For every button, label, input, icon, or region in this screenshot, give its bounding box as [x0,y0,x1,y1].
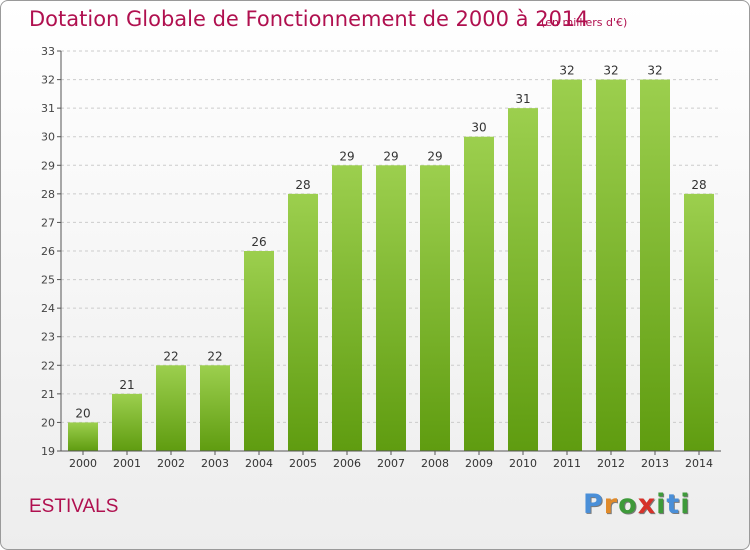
y-tick-label: 20 [41,416,55,429]
bar [596,79,626,452]
bar [244,251,274,451]
y-tick-label: 21 [41,388,55,401]
y-tick-label: 26 [41,245,55,258]
y-tick-label: 30 [41,131,55,144]
bar [420,165,450,452]
bar [464,136,494,451]
logo-letter: r [603,489,619,520]
data-label: 31 [515,92,530,106]
bar [552,79,582,452]
data-label: 26 [251,235,266,249]
x-tick-label: 2005 [289,457,317,470]
x-tick-label: 2004 [245,457,273,470]
chart-title: Dotation Globale de Fonctionnement de 20… [29,7,589,31]
y-tick-label: 32 [41,74,55,87]
data-label: 28 [295,178,310,192]
y-tick-label: 23 [41,331,55,344]
x-tick-label: 2002 [157,457,185,470]
data-label: 29 [383,149,398,163]
x-tick-label: 2008 [421,457,449,470]
x-tick-label: 2011 [553,457,581,470]
logo-letter: i [656,489,667,520]
data-label: 32 [647,64,662,78]
bar [640,79,670,452]
data-label: 32 [603,64,618,78]
data-label: 21 [119,378,134,392]
bar [68,422,98,451]
x-tick-label: 2013 [641,457,669,470]
data-label: 29 [339,149,354,163]
y-tick-label: 25 [41,274,55,287]
logo-letter: t [666,489,681,520]
logo-letter: o [618,489,638,520]
y-tick-label: 33 [41,45,55,58]
data-label: 20 [75,406,90,420]
y-tick-label: 27 [41,216,55,229]
data-label: 29 [427,149,442,163]
logo-letter: i [680,489,691,520]
data-label: 32 [559,64,574,78]
axes: 19 20 21 22 23 24 25 26 27 28 29 30 31 32 33 2000 2001 20… [41,45,721,470]
y-tick-label: 28 [41,188,55,201]
data-label: 30 [471,121,486,135]
x-tick-label: 2006 [333,457,361,470]
x-tick-label: 2010 [509,457,537,470]
bar [200,365,230,451]
y-tick-label: 19 [41,445,55,458]
bar [112,393,142,451]
proxiti-logo: Proxiti [583,489,691,523]
x-tick-label: 2009 [465,457,493,470]
x-tick-label: 2007 [377,457,405,470]
x-tick-label: 2003 [201,457,229,470]
y-tick-label: 31 [41,102,55,115]
data-label: 22 [207,349,222,363]
bar [332,165,362,452]
commune-name: ESTIVALS [29,496,119,517]
bar [376,165,406,452]
x-tick-label: 2014 [685,457,713,470]
data-label: 28 [691,178,706,192]
y-tick-label: 24 [41,302,55,315]
x-tick-label: 2012 [597,457,625,470]
x-tick-label: 2001 [113,457,141,470]
bar [288,193,318,451]
y-tick-label: 29 [41,159,55,172]
logo-letter: x [637,489,657,520]
bar [156,365,186,451]
x-tick-label: 2000 [69,457,97,470]
logo-letter: P [583,489,604,520]
chart-subtitle: (en milliers d'€) [541,16,628,29]
data-label: 22 [163,349,178,363]
bar [508,108,538,452]
bars: 20 21 22 22 26 28 29 29 29 30 31 32 32 32 28 [68,64,714,452]
bar [684,193,714,451]
y-tick-label: 22 [41,359,55,372]
